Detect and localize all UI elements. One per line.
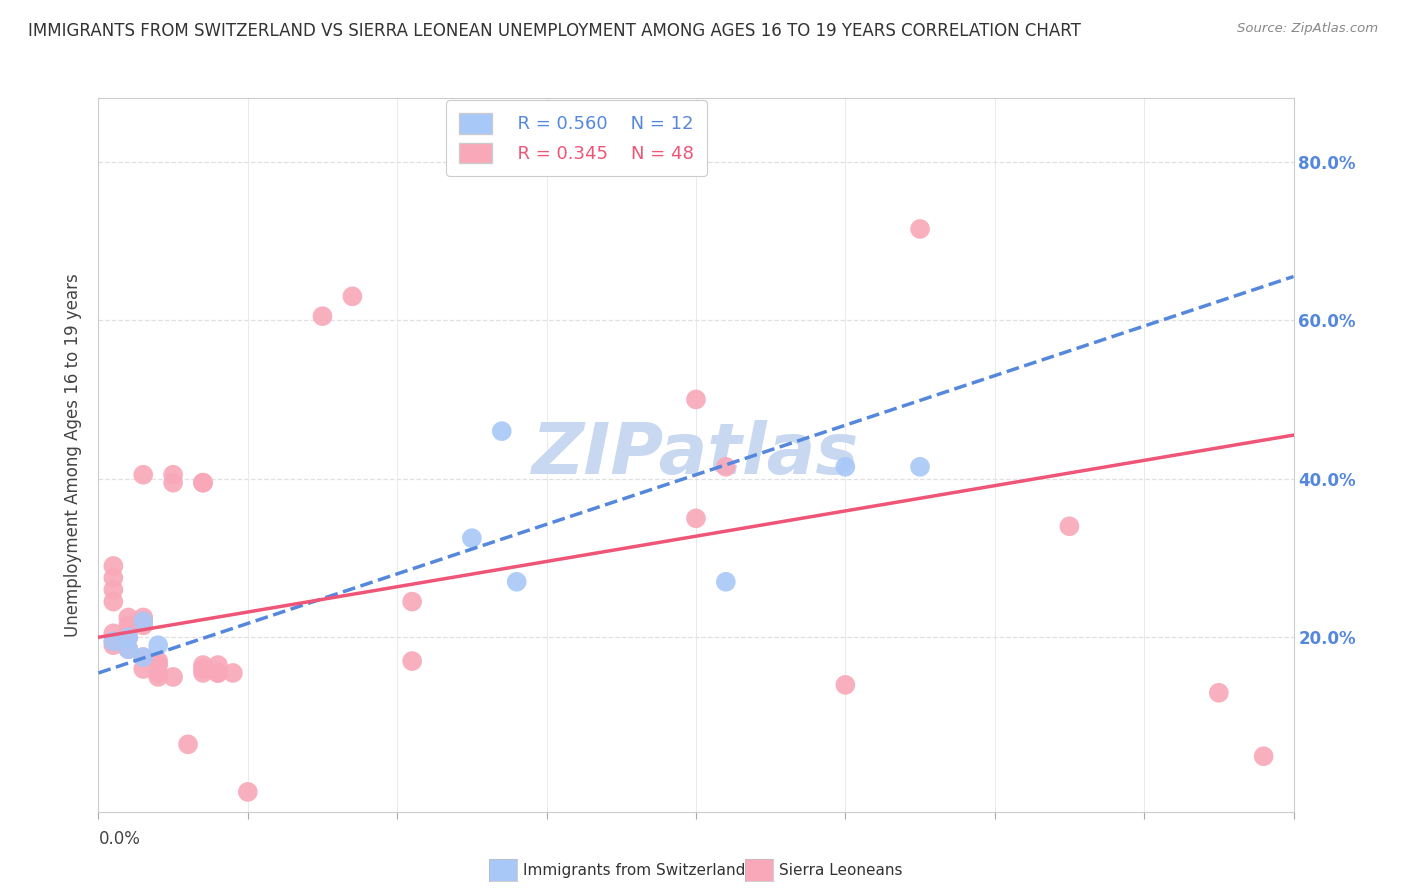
Point xyxy=(162,467,184,482)
Point xyxy=(342,289,364,303)
Text: 0.0%: 0.0% xyxy=(98,830,141,847)
Point xyxy=(132,615,155,629)
Point xyxy=(191,665,214,680)
Point xyxy=(117,610,139,624)
Point xyxy=(148,638,170,652)
Point xyxy=(103,634,125,648)
Point xyxy=(162,475,184,490)
Point xyxy=(191,475,214,490)
Text: ZIPatlas: ZIPatlas xyxy=(533,420,859,490)
Point xyxy=(117,618,139,632)
Point xyxy=(148,665,170,680)
Point xyxy=(117,623,139,637)
Point xyxy=(834,678,856,692)
Point xyxy=(117,630,139,644)
Point xyxy=(191,475,214,490)
Point xyxy=(506,574,529,589)
Point xyxy=(117,642,139,657)
Text: IMMIGRANTS FROM SWITZERLAND VS SIERRA LEONEAN UNEMPLOYMENT AMONG AGES 16 TO 19 Y: IMMIGRANTS FROM SWITZERLAND VS SIERRA LE… xyxy=(28,22,1081,40)
Point xyxy=(103,634,125,648)
Point xyxy=(117,630,139,644)
Point xyxy=(103,582,125,597)
Point xyxy=(191,658,214,673)
Text: Sierra Leoneans: Sierra Leoneans xyxy=(779,863,903,878)
Point xyxy=(103,571,125,585)
Point xyxy=(1059,519,1081,533)
Point xyxy=(132,618,155,632)
Point xyxy=(685,511,707,525)
Point xyxy=(908,222,931,236)
Point xyxy=(103,638,125,652)
Point xyxy=(1208,686,1230,700)
Point xyxy=(401,654,423,668)
Point xyxy=(491,424,513,438)
Point xyxy=(132,610,155,624)
Point xyxy=(177,737,200,751)
Point xyxy=(148,658,170,673)
Point xyxy=(103,558,125,573)
Point xyxy=(207,665,229,680)
Point xyxy=(236,785,259,799)
Point xyxy=(714,574,737,589)
Point xyxy=(103,626,125,640)
Point xyxy=(132,662,155,676)
Text: Source: ZipAtlas.com: Source: ZipAtlas.com xyxy=(1237,22,1378,36)
Point xyxy=(132,650,155,665)
Text: Immigrants from Switzerland: Immigrants from Switzerland xyxy=(523,863,745,878)
Point xyxy=(207,665,229,680)
Point xyxy=(148,670,170,684)
Point xyxy=(148,654,170,668)
Point xyxy=(714,459,737,474)
Point xyxy=(117,642,139,657)
Point xyxy=(207,658,229,673)
Point xyxy=(834,459,856,474)
Point xyxy=(461,531,484,545)
Point xyxy=(132,615,155,629)
Point xyxy=(1253,749,1275,764)
Point xyxy=(311,309,333,323)
Point xyxy=(908,459,931,474)
Legend:   R = 0.560    N = 12,   R = 0.345    N = 48: R = 0.560 N = 12, R = 0.345 N = 48 xyxy=(447,100,706,176)
Point xyxy=(685,392,707,407)
Point xyxy=(162,670,184,684)
Point xyxy=(222,665,245,680)
Point xyxy=(103,594,125,608)
Point xyxy=(401,594,423,608)
Point xyxy=(132,650,155,665)
Y-axis label: Unemployment Among Ages 16 to 19 years: Unemployment Among Ages 16 to 19 years xyxy=(65,273,83,637)
Point xyxy=(191,662,214,676)
Point xyxy=(132,467,155,482)
